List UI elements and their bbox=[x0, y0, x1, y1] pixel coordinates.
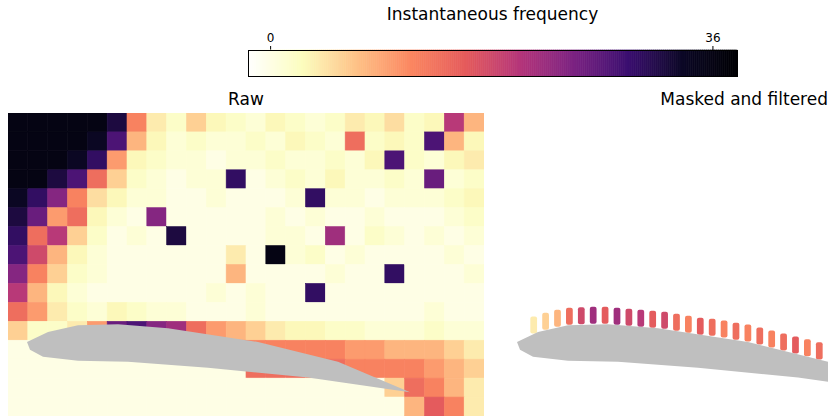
svg-text:0: 0 bbox=[267, 31, 275, 45]
svg-text:36: 36 bbox=[705, 31, 720, 45]
html-text:Masked and filtered: Masked and filtered bbox=[660, 89, 828, 109]
html-text:Raw: Raw bbox=[228, 89, 264, 109]
html-text:Instantaneous frequency: Instantaneous frequency bbox=[386, 4, 599, 24]
